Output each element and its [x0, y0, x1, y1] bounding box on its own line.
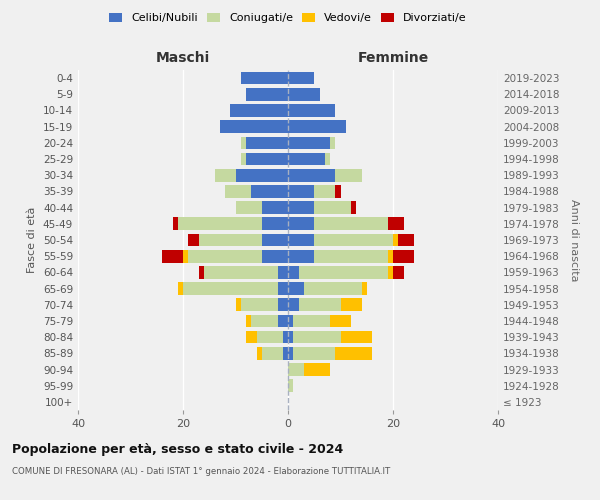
Bar: [304, 282, 361, 295]
Text: Popolazione per età, sesso e stato civile - 2024: Popolazione per età, sesso e stato civil…: [12, 442, 343, 456]
Bar: [277, 282, 288, 295]
Bar: [288, 234, 314, 246]
Bar: [314, 185, 335, 198]
Text: COMUNE DI FRESONARA (AL) - Dati ISTAT 1° gennaio 2024 - Elaborazione TUTTITALIA.: COMUNE DI FRESONARA (AL) - Dati ISTAT 1°…: [12, 468, 390, 476]
Bar: [288, 202, 314, 214]
Bar: [251, 314, 277, 328]
Bar: [246, 136, 288, 149]
Bar: [173, 218, 178, 230]
Bar: [288, 152, 325, 166]
Y-axis label: Anni di nascita: Anni di nascita: [569, 198, 579, 281]
Bar: [288, 72, 314, 85]
Bar: [314, 234, 393, 246]
Bar: [262, 250, 288, 262]
Bar: [351, 202, 356, 214]
Bar: [262, 202, 288, 214]
Bar: [388, 266, 393, 278]
Bar: [246, 331, 257, 344]
Bar: [241, 136, 246, 149]
Bar: [393, 234, 398, 246]
Bar: [204, 266, 277, 278]
Bar: [283, 347, 288, 360]
Bar: [288, 104, 335, 117]
Bar: [288, 314, 293, 328]
Bar: [162, 250, 183, 262]
Bar: [188, 234, 199, 246]
Bar: [288, 331, 293, 344]
Bar: [262, 218, 288, 230]
Bar: [330, 314, 351, 328]
Bar: [299, 266, 388, 278]
Bar: [277, 298, 288, 311]
Bar: [288, 363, 304, 376]
Bar: [220, 120, 288, 133]
Bar: [257, 347, 262, 360]
Bar: [288, 266, 299, 278]
Bar: [246, 314, 251, 328]
Y-axis label: Fasce di età: Fasce di età: [28, 207, 37, 273]
Bar: [314, 250, 388, 262]
Bar: [241, 152, 246, 166]
Bar: [398, 234, 414, 246]
Bar: [215, 169, 235, 181]
Bar: [257, 331, 283, 344]
Bar: [288, 298, 299, 311]
Bar: [304, 363, 330, 376]
Bar: [241, 72, 288, 85]
Bar: [393, 250, 414, 262]
Bar: [246, 88, 288, 101]
Bar: [335, 169, 361, 181]
Bar: [335, 185, 341, 198]
Bar: [235, 169, 288, 181]
Bar: [299, 298, 341, 311]
Bar: [178, 282, 183, 295]
Bar: [288, 282, 304, 295]
Bar: [283, 331, 288, 344]
Bar: [288, 185, 314, 198]
Legend: Celibi/Nubili, Coniugati/e, Vedovi/e, Divorziati/e: Celibi/Nubili, Coniugati/e, Vedovi/e, Di…: [105, 8, 471, 28]
Bar: [293, 347, 335, 360]
Bar: [325, 152, 330, 166]
Bar: [330, 136, 335, 149]
Bar: [341, 298, 361, 311]
Bar: [314, 202, 351, 214]
Text: Maschi: Maschi: [156, 51, 210, 65]
Bar: [314, 218, 388, 230]
Bar: [293, 331, 341, 344]
Bar: [178, 218, 262, 230]
Bar: [183, 250, 188, 262]
Bar: [388, 218, 404, 230]
Bar: [293, 314, 330, 328]
Bar: [262, 347, 283, 360]
Bar: [335, 347, 372, 360]
Bar: [188, 250, 262, 262]
Bar: [288, 218, 314, 230]
Bar: [277, 266, 288, 278]
Bar: [288, 88, 320, 101]
Bar: [251, 185, 288, 198]
Bar: [225, 185, 251, 198]
Bar: [288, 347, 293, 360]
Bar: [230, 104, 288, 117]
Bar: [277, 314, 288, 328]
Bar: [288, 120, 346, 133]
Bar: [288, 380, 293, 392]
Bar: [361, 282, 367, 295]
Bar: [341, 331, 372, 344]
Text: Femmine: Femmine: [358, 51, 428, 65]
Bar: [199, 266, 204, 278]
Bar: [241, 298, 277, 311]
Bar: [199, 234, 262, 246]
Bar: [246, 152, 288, 166]
Bar: [388, 250, 393, 262]
Bar: [235, 202, 262, 214]
Bar: [288, 250, 314, 262]
Bar: [288, 136, 330, 149]
Bar: [262, 234, 288, 246]
Bar: [393, 266, 404, 278]
Bar: [235, 298, 241, 311]
Bar: [183, 282, 277, 295]
Bar: [288, 169, 335, 181]
